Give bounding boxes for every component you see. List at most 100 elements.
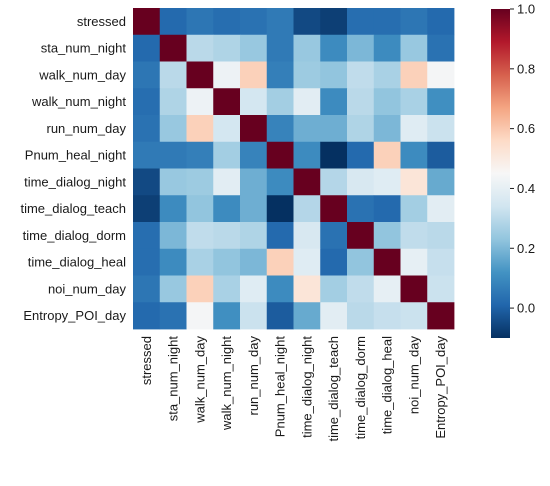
heatmap-cell-4-2 — [186, 115, 214, 143]
heatmap-cell-3-0 — [133, 88, 161, 116]
y-tick-label: stressed — [77, 14, 126, 29]
heatmap-cell-5-6 — [293, 141, 321, 169]
heatmap-cell-8-0 — [133, 222, 161, 250]
heatmap-cell-3-1 — [159, 88, 187, 116]
colorbar-tick-label: 0.4 — [517, 181, 535, 196]
heatmap-cell-10-2 — [186, 275, 214, 303]
heatmap-cell-5-1 — [159, 141, 187, 169]
heatmap-cell-0-7 — [320, 8, 348, 36]
heatmap-cell-11-4 — [240, 302, 268, 330]
heatmap-cell-3-7 — [320, 88, 348, 116]
colorbar — [491, 9, 510, 338]
heatmap-cell-11-8 — [347, 302, 375, 330]
heatmap-cell-7-9 — [373, 195, 401, 223]
x-tick-label: noi_num_day — [406, 336, 421, 415]
heatmap-cell-0-2 — [186, 8, 214, 36]
y-tick-label: time_dialog_heal — [28, 255, 126, 270]
heatmap-cell-2-11 — [427, 61, 455, 89]
x-tick-label: walk_num_day — [192, 336, 207, 424]
heatmap-cell-1-4 — [240, 34, 268, 62]
heatmap-cell-11-9 — [373, 302, 401, 330]
heatmap-cell-9-11 — [427, 248, 455, 276]
heatmap-cell-6-3 — [213, 168, 241, 196]
heatmap-cell-1-11 — [427, 34, 455, 62]
heatmap-cell-4-10 — [400, 115, 428, 143]
heatmap-cell-1-6 — [293, 34, 321, 62]
heatmap-cell-1-0 — [133, 34, 161, 62]
y-tick-label: sta_num_night — [41, 41, 127, 56]
heatmap-cell-2-2 — [186, 61, 214, 89]
x-tick-label: time_dialog_dorm — [353, 336, 368, 439]
heatmap-cell-0-8 — [347, 8, 375, 36]
x-tick-label: Pnum_heal_night — [273, 336, 288, 438]
heatmap-cell-6-9 — [373, 168, 401, 196]
heatmap-cell-9-1 — [159, 248, 187, 276]
heatmap-cell-10-10 — [400, 275, 428, 303]
x-tick-label: time_dialog_night — [299, 336, 314, 438]
heatmap-cell-8-5 — [266, 222, 294, 250]
heatmap-cell-11-1 — [159, 302, 187, 330]
heatmap-cell-1-9 — [373, 34, 401, 62]
heatmap-cell-5-11 — [427, 141, 455, 169]
y-tick-label: walk_num_day — [38, 67, 126, 82]
heatmap-cell-1-1 — [159, 34, 187, 62]
colorbar-tick-label: 1.0 — [517, 2, 535, 17]
heatmap-cell-11-10 — [400, 302, 428, 330]
y-tick-label: time_dialog_teach — [20, 201, 126, 216]
heatmap-cell-3-10 — [400, 88, 428, 116]
heatmap-cell-10-0 — [133, 275, 161, 303]
y-tick-label: run_num_day — [47, 121, 127, 136]
heatmap-cell-7-1 — [159, 195, 187, 223]
y-tick-label: walk_num_night — [31, 94, 126, 109]
heatmap-cell-0-0 — [133, 8, 161, 36]
heatmap-cell-8-2 — [186, 222, 214, 250]
heatmap-cell-5-4 — [240, 141, 268, 169]
heatmap-cell-2-4 — [240, 61, 268, 89]
heatmap-cell-5-9 — [373, 141, 401, 169]
heatmap-cell-9-7 — [320, 248, 348, 276]
heatmap-cell-2-9 — [373, 61, 401, 89]
colorbar-tick-label: 0.0 — [517, 301, 535, 316]
heatmap-cell-6-4 — [240, 168, 268, 196]
y-tick-label: Pnum_heal_night — [25, 148, 127, 163]
heatmap-cell-7-11 — [427, 195, 455, 223]
heatmap-cell-6-1 — [159, 168, 187, 196]
heatmap-cell-9-2 — [186, 248, 214, 276]
heatmap-cell-0-10 — [400, 8, 428, 36]
heatmap-cell-11-0 — [133, 302, 161, 330]
heatmap-cell-2-1 — [159, 61, 187, 89]
x-tick-label: Entropy_POI_day — [433, 336, 448, 439]
colorbar-tick-label: 0.8 — [517, 61, 535, 76]
heatmap-cell-5-0 — [133, 141, 161, 169]
y-tick-label: time_dialog_dorm — [23, 228, 126, 243]
heatmap-cell-8-3 — [213, 222, 241, 250]
heatmap-cell-1-2 — [186, 34, 214, 62]
heatmap-cell-10-1 — [159, 275, 187, 303]
heatmap-cell-3-2 — [186, 88, 214, 116]
heatmap-cell-3-5 — [266, 88, 294, 116]
y-tick-label: Entropy_POI_day — [23, 308, 126, 323]
heatmap-cell-4-6 — [293, 115, 321, 143]
heatmap-cell-2-3 — [213, 61, 241, 89]
y-tick-label: time_dialog_night — [24, 174, 126, 189]
heatmap-cell-4-11 — [427, 115, 455, 143]
heatmap-cell-10-6 — [293, 275, 321, 303]
x-tick-labels: stressed sta_num_night walk_num_day walk_nu… — [139, 336, 448, 442]
heatmap-cell-7-7 — [320, 195, 348, 223]
heatmap-cell-6-7 — [320, 168, 348, 196]
heatmap-cell-10-3 — [213, 275, 241, 303]
heatmap-cell-10-4 — [240, 275, 268, 303]
heatmap-cell-11-5 — [266, 302, 294, 330]
heatmap-cell-9-10 — [400, 248, 428, 276]
heatmap-cell-10-7 — [320, 275, 348, 303]
heatmap-cell-4-4 — [240, 115, 268, 143]
heatmap-cell-7-3 — [213, 195, 241, 223]
heatmap-cell-8-7 — [320, 222, 348, 250]
heatmap-cell-6-8 — [347, 168, 375, 196]
heatmap-cell-6-6 — [293, 168, 321, 196]
heatmap-cell-3-4 — [240, 88, 268, 116]
heatmap-cell-4-5 — [266, 115, 294, 143]
y-tick-labels: stressed sta_num_night walk_num_day walk_nu… — [20, 14, 126, 323]
heatmap-cell-9-8 — [347, 248, 375, 276]
heatmap-cell-7-2 — [186, 195, 214, 223]
